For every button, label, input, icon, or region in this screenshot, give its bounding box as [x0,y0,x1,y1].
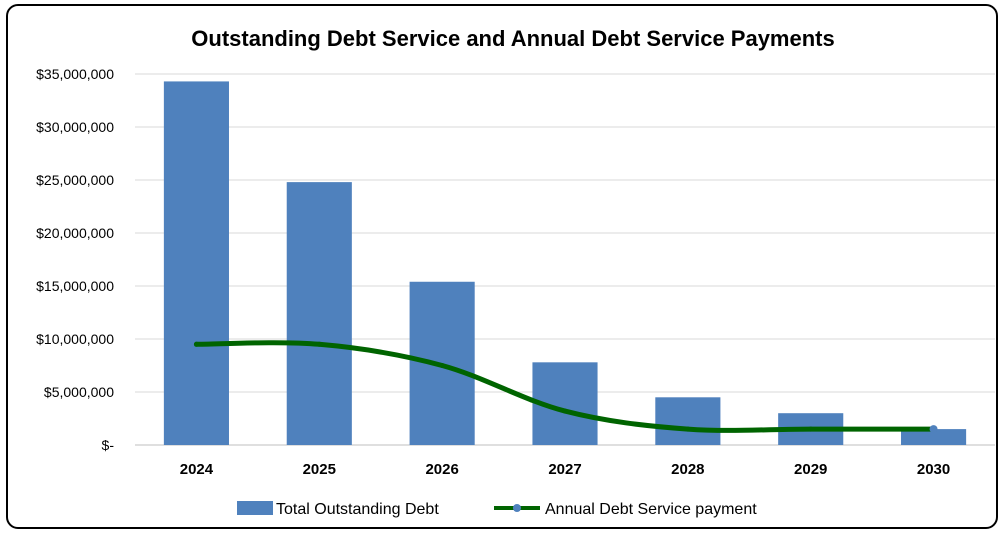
line-point [808,426,814,432]
x-tick-label: 2026 [425,461,458,478]
y-tick-label: $- [102,437,115,453]
y-tick-label: $15,000,000 [36,278,114,294]
legend-label: Annual Debt Service payment [545,501,757,518]
line-point [193,341,199,347]
line-point [316,341,322,347]
y-tick-label: $5,000,000 [44,384,114,400]
x-tick-label: 2029 [794,461,827,478]
y-tick-label: $25,000,000 [36,172,114,188]
line-point [439,363,445,368]
x-axis: 2024 2025 2026 2027 2028 2029 2030 [180,461,951,478]
bar [286,182,352,445]
y-tick-label: $30,000,000 [36,119,114,135]
x-tick-label: 2025 [303,461,336,478]
chart-title: Outstanding Debt Service and Annual Debt… [191,26,834,51]
line-point [562,408,568,414]
legend-label: Total Outstanding Debt [276,501,439,518]
y-tick-label: $10,000,000 [36,331,114,347]
grid-lines [135,73,995,446]
bar-series [163,81,967,446]
line-point [929,425,938,434]
x-tick-label: 2030 [917,461,950,478]
line-point [685,426,691,432]
y-axis: $- $5,000,000 $10,000,000 $15,000,000 $20,00… [36,66,114,453]
x-tick-label: 2027 [548,461,581,478]
bar [163,81,229,446]
x-tick-label: 2028 [671,461,704,478]
bar [901,429,967,445]
legend: Total Outstanding Debt Annual Debt Servic… [237,501,757,518]
legend-swatch-bar [237,501,273,515]
y-tick-label: $35,000,000 [36,66,114,82]
legend-marker [513,504,521,512]
y-tick-label: $20,000,000 [36,225,114,241]
bar [655,397,721,445]
x-tick-label: 2024 [180,461,214,478]
line-series [193,340,938,434]
